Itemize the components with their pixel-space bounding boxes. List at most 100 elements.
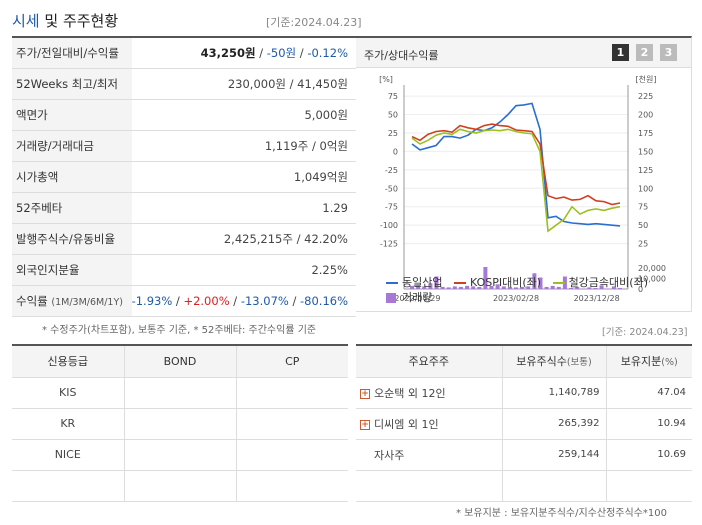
right-tick-label: 75: [638, 203, 648, 212]
stock-chart: [%] [천원] 75 50 25 0 -25 -50 -75 -100 -125 225 200 175…: [379, 74, 666, 303]
chart-nav-1[interactable]: 1: [612, 44, 629, 61]
volume-bar: [587, 287, 592, 289]
volume-bar: [440, 286, 445, 289]
table-row: 52주베타 1.29: [12, 192, 356, 224]
col-header: 보유지분(%): [605, 345, 692, 378]
summary-footnote: * 수정주가(차트포함), 보통주 기준, * 52주베타: 주간수익률 기준: [42, 325, 317, 336]
return-3m: +2.00%: [183, 293, 230, 308]
right-tick-label: 225: [638, 92, 653, 101]
volume-bar: [526, 286, 531, 289]
volume-bar: [605, 288, 610, 289]
holder-shares: 265,392: [501, 408, 606, 440]
legend-row: 동일산업 KOSPI대비(좌) 철강금속대비(좌): [386, 275, 686, 290]
left-tick-label: -75: [385, 203, 398, 212]
chart-nav-2[interactable]: 2: [636, 44, 653, 61]
cp-rating: [235, 439, 348, 471]
holder-pct: 10.69: [605, 439, 692, 471]
title-main: 시세: [12, 12, 40, 30]
col-header: BOND: [123, 345, 236, 378]
volume-bar: [520, 286, 525, 289]
agency-name: KIS: [12, 377, 124, 409]
table-row: + 디씨엠 외 1인 265,392 10.94: [356, 408, 692, 440]
holders-footnote: * 보유지분 : 보유지분주식수/지수산정주식수*100: [456, 508, 667, 519]
holder-name: 자사주: [356, 439, 502, 471]
bond-rating: [123, 377, 236, 409]
left-tick-label: 0: [393, 147, 398, 156]
agency-name: [12, 470, 124, 502]
holder-shares: [501, 470, 606, 502]
volume-bar: [501, 286, 506, 289]
volume-bar: [446, 287, 451, 289]
holder-shares: 259,144: [501, 439, 606, 471]
right-tick-label: 175: [638, 129, 653, 138]
left-tick-label: -125: [380, 240, 398, 249]
table-row: KIS: [12, 377, 348, 409]
price-change: -50원: [266, 45, 297, 60]
volume-bar: [458, 286, 463, 289]
volume-bar: [428, 283, 433, 290]
volume-tick-label: 10,000: [638, 275, 666, 284]
expand-icon[interactable]: +: [360, 388, 370, 399]
table-row: 발행주식수/유동비율 2,425,215주 / 42.20%: [12, 223, 356, 255]
volume-bar: [495, 284, 500, 289]
chart-nav-3[interactable]: 3: [660, 44, 677, 61]
price-summary-table: 주가/전일대비/수익률 43,250원 / -50원 / -0.12% 52We…: [12, 36, 356, 317]
volume-bar: [477, 286, 482, 289]
table-row: 액면가 5,000원: [12, 99, 356, 131]
volume-bar: [532, 273, 537, 289]
credit-rating-table: 신용등급 BOND CP KIS KR NICE: [12, 344, 348, 502]
bond-rating: [123, 408, 236, 440]
left-axis-unit: [%]: [379, 75, 393, 84]
returns-values: -1.93% / +2.00% / -13.07% / -80.16%: [131, 285, 356, 317]
volume-bar: [483, 267, 488, 289]
return-1m: -1.93%: [131, 293, 173, 308]
right-tick-label: 100: [638, 184, 653, 193]
holders-asof: [기준: 2024.04.23]: [602, 327, 688, 338]
volume-bar: [611, 286, 616, 289]
chart-legend: 동일산업 KOSPI대비(좌) 철강금속대비(좌) 거래량: [386, 275, 686, 305]
legend-swatch-volume: [386, 293, 396, 303]
holder-name: [356, 470, 502, 502]
volume-bar: [599, 285, 604, 289]
row-value: 1.29: [131, 192, 356, 224]
expand-icon[interactable]: +: [360, 419, 370, 430]
table-row: [356, 470, 692, 502]
col-header: 주요주주: [356, 345, 502, 378]
row-label: 주가/전일대비/수익률: [12, 37, 132, 69]
volume-bar: [562, 276, 567, 289]
legend-label: 동일산업: [402, 276, 443, 289]
table-row: 외국인지분율 2.25%: [12, 254, 356, 286]
volume-bar: [550, 285, 555, 289]
price-series-line: [411, 102, 621, 227]
table-row: 52Weeks 최고/최저 230,000원 / 41,450원: [12, 68, 356, 100]
holder-name[interactable]: + 디씨엠 외 1인: [356, 408, 502, 440]
legend-swatch-kospi: [453, 282, 466, 284]
holder-name[interactable]: + 오순택 외 12인: [356, 377, 502, 409]
right-tick-label: 50: [638, 221, 648, 230]
legend-label: 철강금속대비(좌): [568, 276, 648, 289]
table-row: NICE: [12, 439, 348, 471]
table-header-row: 주요주주 보유주식수(보통) 보유지분(%): [356, 345, 692, 378]
col-header: 신용등급: [12, 345, 124, 378]
chart-header: 주가/상대수익률 1 2 3: [356, 38, 691, 68]
volume-bar: [514, 287, 518, 289]
right-tick-label: 200: [638, 111, 653, 120]
table-row: + 오순택 외 12인 1,140,789 47.04: [356, 377, 692, 409]
col-header: CP: [235, 345, 348, 378]
row-label: 외국인지분율: [12, 254, 132, 286]
holder-shares: 1,140,789: [501, 377, 606, 409]
table-row: 자사주 259,144 10.69: [356, 439, 692, 471]
volume-tick-label: 20,000: [638, 264, 666, 273]
right-tick-label: 25: [638, 240, 648, 249]
table-row: KR: [12, 408, 348, 440]
price-change-cell: 43,250원 / -50원 / -0.12%: [131, 37, 356, 69]
major-holders-table: 주요주주 보유주식수(보통) 보유지분(%) + 오순택 외 12인 1,140,…: [356, 344, 692, 502]
legend-label: 거래량: [402, 291, 433, 304]
volume-bar: [489, 285, 494, 289]
row-value: 1,119주 / 0억원: [131, 130, 356, 162]
left-tick-label: -100: [380, 221, 398, 230]
right-tick-label: 125: [638, 166, 653, 175]
agency-name: KR: [12, 408, 124, 440]
return-6m: -13.07%: [240, 293, 289, 308]
volume-bar: [575, 286, 580, 289]
